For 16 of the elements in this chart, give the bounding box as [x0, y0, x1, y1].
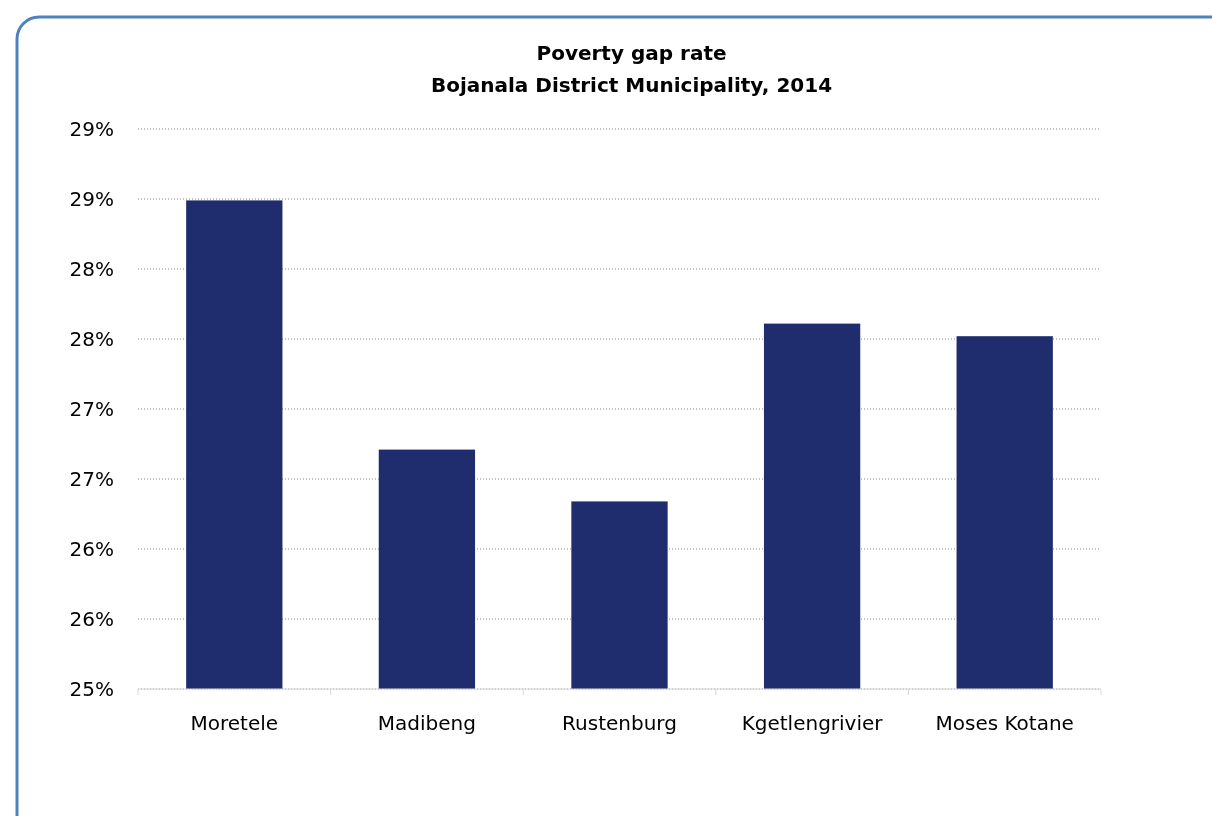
x-tick-label: Madibeng	[377, 711, 476, 735]
chart-title: Poverty gap rate	[536, 41, 727, 65]
y-tick-label: 28%	[69, 257, 114, 281]
y-tick-label: 26%	[69, 537, 114, 561]
x-tick-label: Moses Kotane	[935, 711, 1074, 735]
y-tick-label: 29%	[69, 117, 114, 141]
y-tick-label: 27%	[69, 397, 114, 421]
y-tick-label: 29%	[69, 187, 114, 211]
x-tick-label: Rustenburg	[562, 711, 677, 735]
y-tick-label: 27%	[69, 467, 114, 491]
y-tick-label: 28%	[69, 327, 114, 351]
x-tick-label: Kgetlengrivier	[741, 711, 884, 735]
y-tick-label: 25%	[69, 677, 114, 701]
x-tick-label: Moretele	[190, 711, 279, 735]
y-tick-label: 26%	[69, 607, 114, 631]
chart-subtitle: Bojanala District Municipality, 2014	[430, 73, 833, 97]
